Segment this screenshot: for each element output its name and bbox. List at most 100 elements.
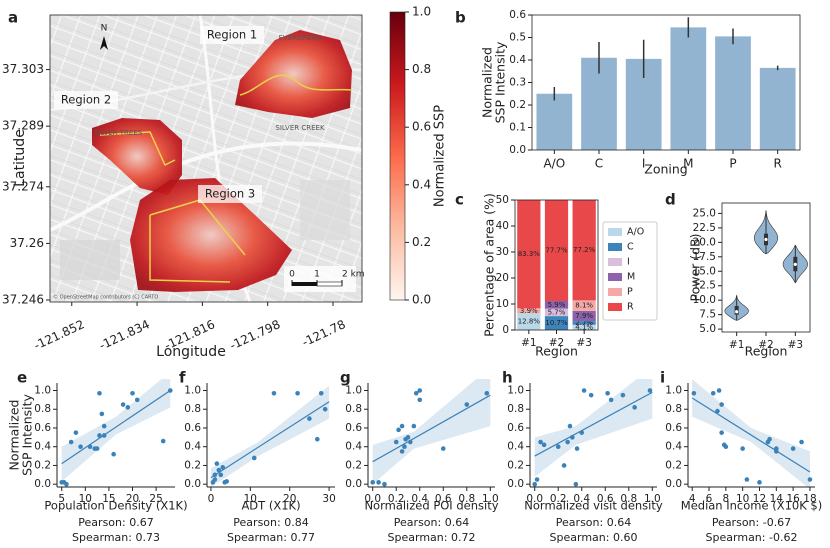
point	[570, 435, 575, 440]
point	[73, 430, 79, 435]
point	[134, 397, 140, 403]
point	[318, 391, 324, 396]
y-tick-label: 0.8	[507, 403, 524, 415]
y-tick-label: 10.0	[693, 294, 716, 306]
y-tick-label: 0.0	[509, 144, 526, 156]
scalebar-bg	[284, 266, 356, 292]
point	[579, 430, 585, 435]
x-tick-label: #1	[521, 337, 536, 349]
plot-frame	[721, 202, 811, 333]
confidence-band	[61, 379, 171, 482]
y-tick-label: 37.274	[2, 179, 44, 193]
legend-swatch	[608, 243, 622, 251]
point	[87, 444, 93, 450]
segment-label: 7.9%	[575, 312, 593, 320]
point	[417, 388, 423, 393]
point	[97, 391, 102, 396]
point	[271, 391, 277, 396]
y-tick-label: 0.6	[509, 9, 526, 21]
point	[399, 449, 405, 454]
x-axis-label: Median Income (X10K $)	[681, 499, 822, 513]
point	[68, 439, 74, 445]
point	[376, 480, 381, 485]
x-tick-label: 25	[149, 493, 162, 505]
point	[212, 472, 218, 478]
annotation: Spearman: 0.72	[388, 531, 476, 544]
y-tick-label: 0.4	[345, 441, 362, 453]
point	[212, 477, 218, 482]
place-label: EVERGREEN	[279, 34, 322, 42]
x-tick-label: A/O	[543, 157, 565, 171]
point	[94, 446, 100, 451]
bar-segment	[572, 200, 596, 301]
x-axis-label: Normalized POI density	[364, 499, 498, 513]
point	[402, 444, 407, 450]
point	[97, 433, 102, 438]
y-tick-label: 37.289	[2, 119, 44, 133]
y-tick-label: 0.4	[509, 54, 526, 66]
y-tick-label: 0.0	[34, 478, 51, 490]
x-axis-label: Region	[535, 344, 578, 359]
legend-swatch	[608, 303, 622, 311]
segment-label: 5.7%	[548, 308, 566, 316]
x-tick-label: M	[683, 157, 693, 171]
point	[774, 446, 779, 451]
point	[484, 391, 490, 396]
point	[307, 416, 312, 421]
bar-segment	[572, 310, 596, 322]
point	[799, 439, 804, 445]
scalebar-label: 2 km	[342, 270, 365, 280]
violin-median	[764, 237, 768, 242]
colorbar-tick-label: 0.8	[412, 62, 431, 76]
x-tick-label: 0.8	[620, 493, 637, 505]
bar-segment	[544, 316, 569, 330]
point	[399, 423, 405, 429]
segment-label: 10.7%	[545, 319, 568, 327]
y-tick-label: 1.0	[345, 384, 362, 396]
point	[125, 405, 131, 410]
x-tick-label: 18	[803, 493, 816, 505]
point	[370, 480, 376, 485]
bar-segment	[517, 200, 541, 309]
x-axis-label: Normalized visit density	[524, 499, 663, 513]
y-tick-label: 0.8	[345, 403, 362, 415]
y-tick-label: 0.4	[507, 441, 524, 453]
x-tick-label: 0.8	[458, 493, 475, 505]
point	[691, 391, 697, 396]
x-axis-label: Zoning	[644, 162, 687, 177]
panel-letter: e	[17, 369, 27, 387]
bar	[536, 93, 573, 150]
place-label: SILVER CREEK	[275, 124, 325, 132]
point	[581, 388, 587, 393]
x-tick-label: I	[642, 157, 646, 171]
bar-segment	[517, 313, 541, 330]
legend-swatch	[608, 228, 622, 236]
point	[78, 444, 83, 450]
x-tick-label: 1.0	[482, 493, 499, 505]
annotation: Spearman: 0.73	[72, 531, 160, 544]
point	[322, 406, 328, 412]
y-axis-label: Latitude	[12, 129, 28, 187]
y-tick-label: 0.2	[507, 459, 524, 471]
segment-label: 77.7%	[545, 247, 568, 255]
x-tick-label: -121.798	[228, 317, 283, 352]
point	[723, 444, 729, 450]
x-tick-label: 14	[770, 493, 784, 505]
point	[574, 446, 580, 451]
y-tick-label: 0.4	[184, 441, 201, 453]
annotation: Spearman: 0.77	[227, 531, 315, 544]
y-tick-label: 30	[496, 246, 509, 258]
point	[647, 388, 653, 393]
annotation: Pearson: -0.67	[712, 516, 791, 529]
x-tick-label: -121.78	[300, 317, 348, 349]
x-tick-label: #1	[729, 339, 744, 351]
point	[224, 479, 229, 484]
point	[295, 391, 300, 396]
y-axis-label: SSP Intensity	[20, 394, 35, 476]
point	[382, 481, 387, 487]
bar	[759, 67, 796, 150]
region-label: Region 2	[61, 93, 111, 107]
y-tick-label: 1.0	[507, 384, 524, 396]
point	[101, 433, 107, 438]
